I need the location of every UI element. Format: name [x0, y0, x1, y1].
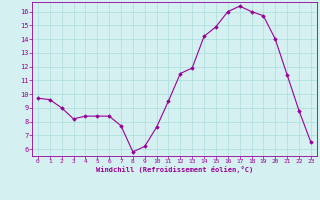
- X-axis label: Windchill (Refroidissement éolien,°C): Windchill (Refroidissement éolien,°C): [96, 166, 253, 173]
